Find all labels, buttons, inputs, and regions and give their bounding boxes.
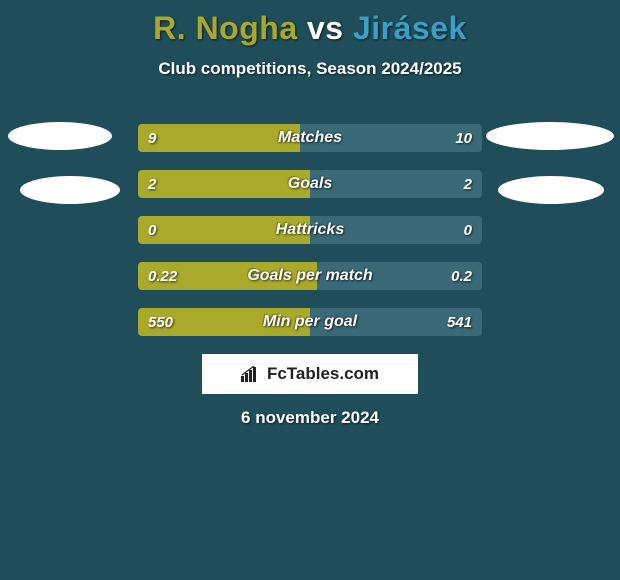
branding-badge: FcTables.com (202, 354, 418, 394)
subtitle: Club competitions, Season 2024/2025 (0, 59, 620, 79)
stat-bar-right-value: 0 (464, 216, 472, 244)
comparison-bars: Matches9 10 Goals2 2 Hattricks0 0 Goals per ma… (138, 124, 482, 354)
stat-bar-label: Matches (138, 124, 482, 152)
stat-bar-label: Goals per match (138, 262, 482, 290)
stat-bar-left-value: 0.22 (148, 262, 177, 290)
title-player2: Jirásek (353, 10, 467, 46)
page-title: R. Nogha vs Jirásek (0, 0, 620, 47)
title-player1: R. Nogha (153, 10, 297, 46)
stat-bar-right-value: 0.2 (451, 262, 472, 290)
stat-bar-label: Hattricks (138, 216, 482, 244)
stat-bar-left-value: 0 (148, 216, 156, 244)
stat-bar: Goals per match0.22 0.2 (138, 262, 482, 290)
bar-chart-icon (241, 366, 261, 382)
stat-bar: Min per goal550 541 (138, 308, 482, 336)
stat-bar-left-value: 550 (148, 308, 173, 336)
club-logo-placeholder-left-2 (20, 176, 120, 204)
title-vs: vs (307, 10, 344, 46)
stat-bar-label: Min per goal (138, 308, 482, 336)
stat-bar-left-value: 9 (148, 124, 156, 152)
stat-bar: Hattricks0 0 (138, 216, 482, 244)
club-logo-placeholder-right-2 (498, 176, 604, 204)
stat-bar-right-value: 10 (455, 124, 472, 152)
club-logo-placeholder-left-1 (8, 122, 112, 150)
stat-bar: Goals2 2 (138, 170, 482, 198)
comparison-canvas: R. Nogha vs Jirásek Club competitions, S… (0, 0, 620, 580)
stat-bar-left-value: 2 (148, 170, 156, 198)
stat-bar-label: Goals (138, 170, 482, 198)
stat-bar-right-value: 2 (464, 170, 472, 198)
club-logo-placeholder-right-1 (486, 122, 614, 150)
stat-bar-right-value: 541 (447, 308, 472, 336)
stat-bar: Matches9 10 (138, 124, 482, 152)
snapshot-date: 6 november 2024 (0, 408, 620, 428)
branding-text: FcTables.com (267, 364, 379, 384)
